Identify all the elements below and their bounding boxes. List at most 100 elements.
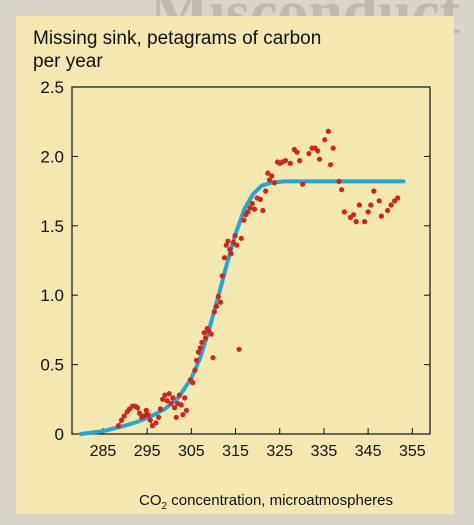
data-point bbox=[336, 178, 342, 184]
data-point bbox=[164, 398, 170, 404]
y-tick-label: 1.5 bbox=[40, 217, 64, 236]
data-point bbox=[178, 402, 184, 408]
data-point bbox=[230, 239, 236, 246]
data-point bbox=[271, 180, 277, 186]
data-point bbox=[232, 232, 238, 239]
data-point bbox=[368, 202, 374, 208]
data-point bbox=[300, 181, 306, 187]
data-point bbox=[134, 405, 140, 411]
data-point bbox=[215, 294, 221, 300]
data-point bbox=[217, 299, 224, 305]
data-point bbox=[330, 145, 336, 151]
data-point bbox=[202, 335, 209, 341]
y-tick-label: 1.0 bbox=[40, 286, 64, 305]
data-point bbox=[241, 217, 247, 223]
data-point bbox=[219, 273, 225, 279]
data-point bbox=[341, 209, 347, 215]
data-point bbox=[316, 156, 323, 162]
data-point bbox=[385, 207, 391, 214]
data-point bbox=[221, 255, 228, 261]
data-point bbox=[269, 173, 275, 179]
data-point bbox=[168, 400, 174, 407]
data-point bbox=[260, 207, 266, 214]
data-point bbox=[149, 423, 155, 429]
data-point bbox=[245, 209, 251, 215]
data-point bbox=[388, 202, 394, 208]
x-axis-label-part: CO bbox=[139, 492, 162, 509]
x-tick-label: 335 bbox=[311, 443, 338, 460]
data-point bbox=[287, 160, 293, 166]
data-point bbox=[115, 423, 121, 429]
data-point bbox=[249, 201, 255, 207]
data-point bbox=[153, 420, 159, 426]
data-point bbox=[257, 196, 263, 202]
data-point bbox=[173, 414, 179, 420]
chart-title-line-1: Missing sink, petagrams of carbon bbox=[33, 28, 322, 49]
chart-title-line-2: per year bbox=[33, 51, 103, 72]
data-point bbox=[376, 198, 382, 204]
data-point bbox=[263, 188, 269, 194]
plot-frame bbox=[71, 86, 431, 435]
data-point bbox=[267, 177, 273, 183]
data-point bbox=[282, 158, 289, 164]
data-point bbox=[171, 405, 178, 411]
data-point bbox=[197, 345, 203, 351]
data-point bbox=[227, 246, 233, 252]
data-point bbox=[201, 330, 207, 336]
data-point bbox=[306, 151, 312, 157]
data-point bbox=[192, 367, 198, 373]
y-tick-label: 2.5 bbox=[40, 78, 64, 97]
data-point bbox=[180, 412, 186, 418]
data-point bbox=[160, 396, 166, 402]
data-point bbox=[247, 205, 253, 211]
chart-panel: Missing sink, petagrams of carbon per ye… bbox=[16, 16, 454, 514]
chart-plot: 0 0.5 1.0 1.5 2.0 2.5 285 295 305 315 325 335 345 355 bbox=[40, 78, 431, 460]
x-tick-label: 345 bbox=[355, 443, 382, 460]
x-axis-label-part: concentration, microatmospheres bbox=[167, 492, 393, 509]
x-tick-label: 285 bbox=[90, 443, 117, 460]
data-point bbox=[353, 219, 359, 225]
data-point bbox=[362, 219, 368, 225]
data-point bbox=[145, 412, 151, 418]
data-point bbox=[182, 395, 188, 401]
data-point bbox=[328, 162, 334, 168]
data-point bbox=[195, 349, 201, 355]
x-tick-label: 305 bbox=[178, 443, 205, 460]
data-point bbox=[147, 417, 153, 423]
data-point bbox=[141, 413, 147, 419]
data-point bbox=[156, 414, 162, 420]
data-point bbox=[350, 212, 357, 218]
data-point bbox=[265, 170, 271, 176]
data-point bbox=[238, 235, 244, 241]
data-point bbox=[225, 238, 231, 244]
y-tick-label: 2.0 bbox=[40, 147, 64, 166]
data-point bbox=[157, 406, 163, 412]
x-tick-label: 325 bbox=[266, 443, 293, 460]
data-point bbox=[208, 331, 214, 337]
data-point bbox=[213, 303, 220, 309]
y-tick-label: 0 bbox=[55, 425, 64, 444]
data-point bbox=[143, 407, 149, 413]
data-point bbox=[315, 148, 321, 154]
data-point bbox=[166, 391, 172, 397]
data-point bbox=[365, 209, 371, 215]
data-point bbox=[211, 309, 217, 315]
x-axis-label: CO2 concentration, microatmospheres bbox=[96, 492, 436, 512]
data-point bbox=[371, 188, 377, 194]
data-point bbox=[190, 380, 196, 386]
x-tick-label: 295 bbox=[134, 443, 161, 460]
x-axis-label-subscript: 2 bbox=[161, 501, 168, 512]
data-point bbox=[251, 206, 258, 212]
data-point bbox=[176, 392, 182, 398]
data-point bbox=[199, 339, 205, 345]
data-point bbox=[228, 251, 234, 257]
data-point bbox=[325, 128, 331, 134]
data-point bbox=[297, 158, 303, 164]
x-tick-label: 315 bbox=[222, 443, 249, 460]
y-tick-label: 0.5 bbox=[40, 356, 64, 375]
data-point bbox=[162, 392, 168, 398]
data-point bbox=[137, 410, 143, 416]
data-point bbox=[378, 213, 384, 219]
data-point bbox=[294, 149, 300, 155]
data-point bbox=[183, 407, 190, 413]
